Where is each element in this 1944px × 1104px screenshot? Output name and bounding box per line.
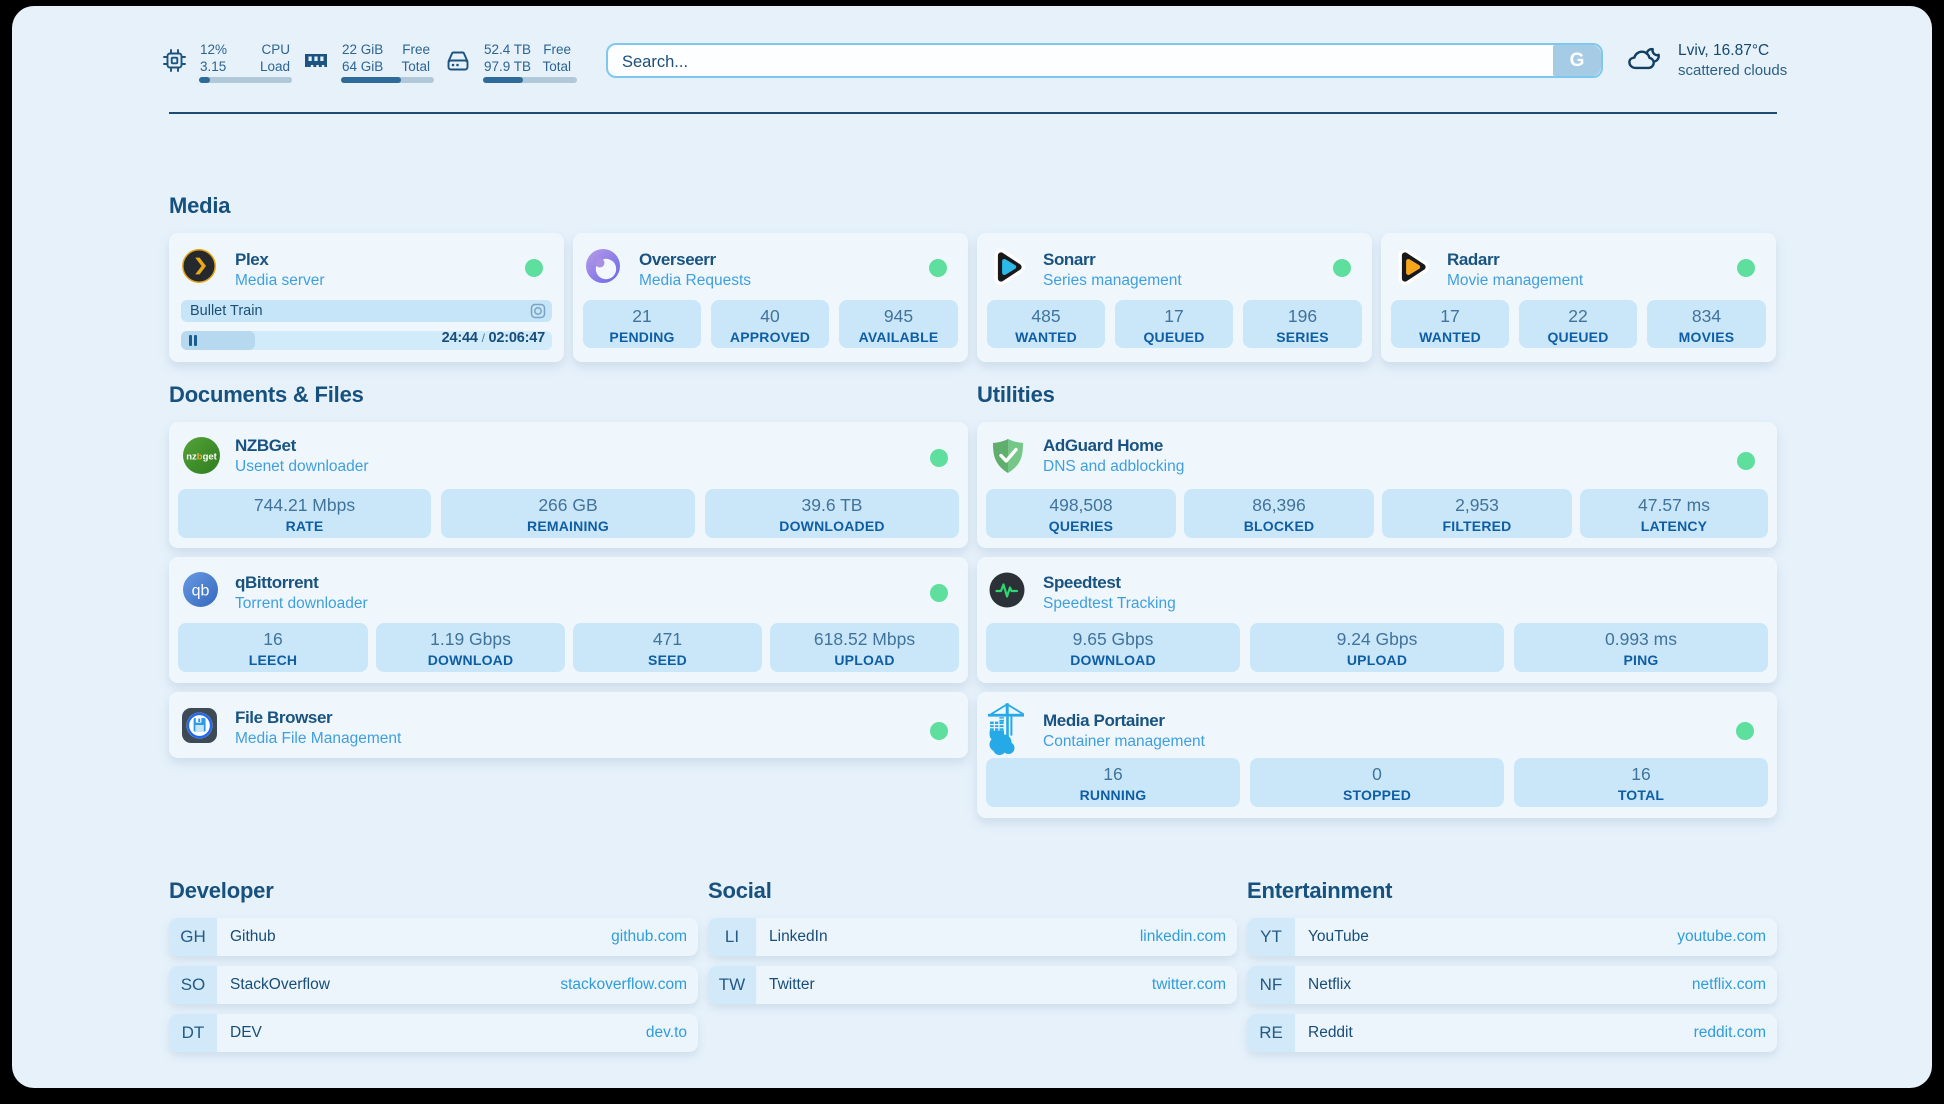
svg-text:qb: qb [192,583,210,600]
svg-text:nzbget: nzbget [186,452,217,463]
